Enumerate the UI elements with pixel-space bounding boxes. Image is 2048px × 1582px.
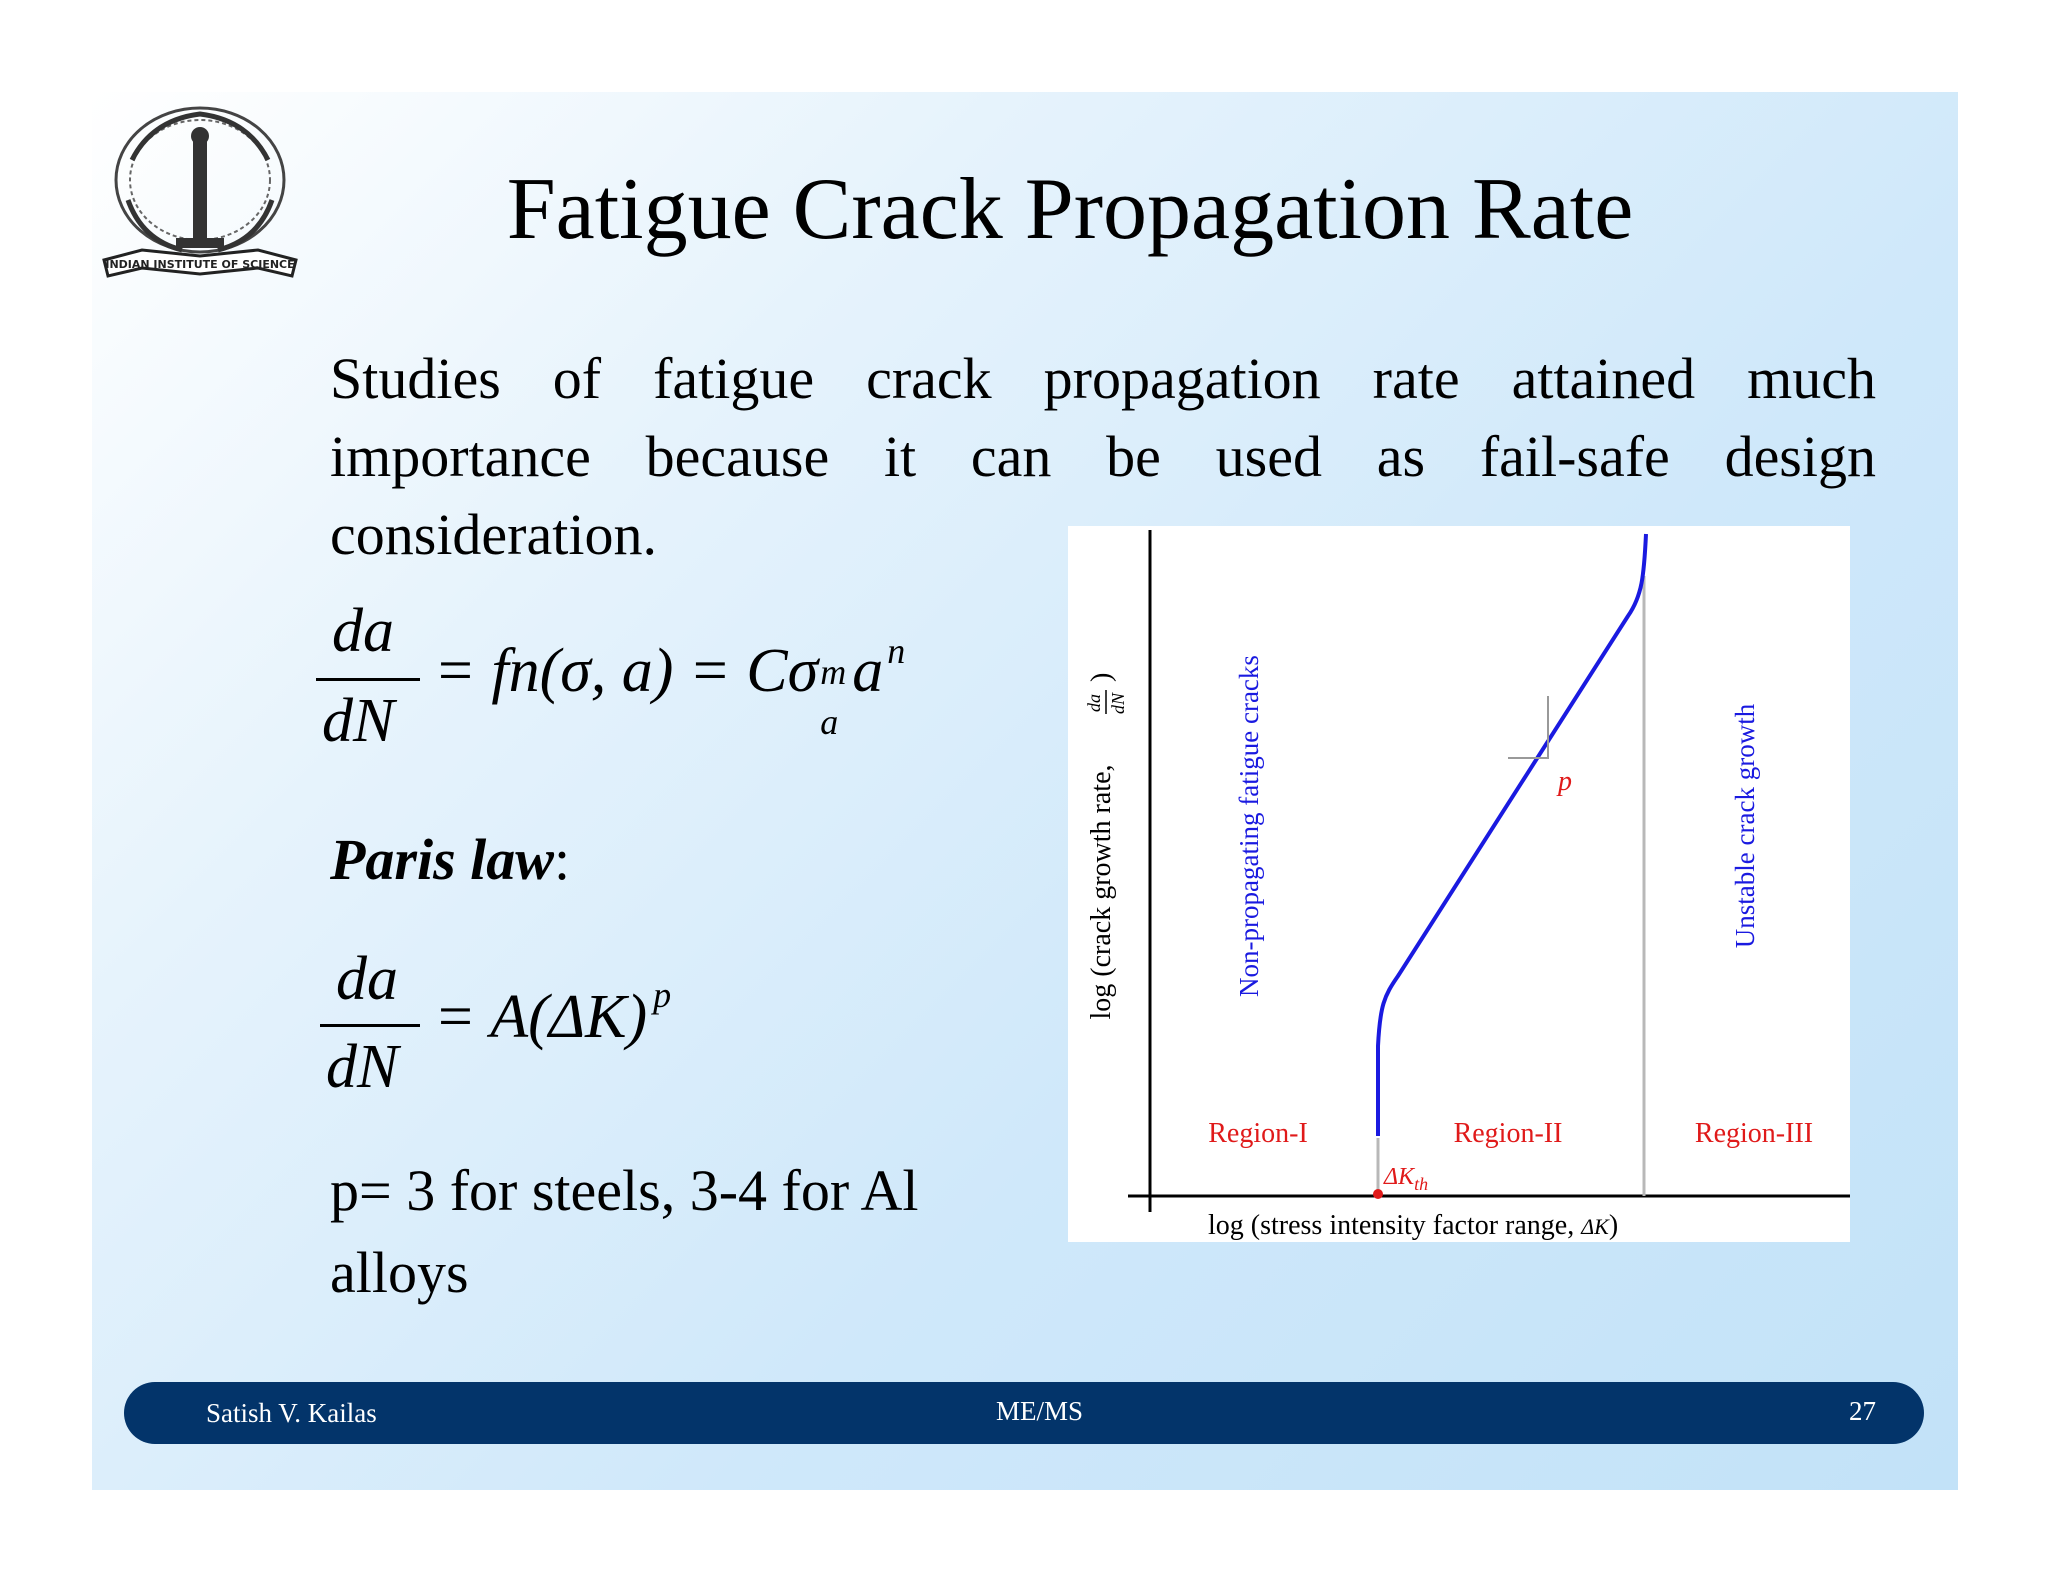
equation1-fraction: da dN	[316, 596, 426, 766]
x-axis-label: log (stress intensity factor range, ΔK)	[1208, 1210, 1618, 1241]
equation2-fraction: da dN	[320, 944, 430, 1114]
word: propagation	[1043, 346, 1321, 411]
y-axis-label-frac-den: dN	[1108, 692, 1128, 714]
nonpropagating-text: Non-propagating fatigue cracks	[1234, 655, 1264, 997]
x-axis-label-text: log (stress intensity factor range,	[1208, 1210, 1581, 1241]
y-axis-label-close: )	[1086, 673, 1117, 682]
unstable-growth-text: Unstable crack growth	[1730, 703, 1760, 948]
slope-triangle	[1508, 696, 1549, 759]
equation1-sup-n: n	[887, 631, 906, 671]
slope-label: p	[1556, 766, 1572, 797]
word: importance	[330, 424, 591, 489]
word: can	[970, 424, 1052, 489]
equation1-rhs: = fn(σ, a) = Cσ m a a n	[434, 631, 905, 742]
paragraph-line-1: Studies of fatigue crack propagation rat…	[330, 340, 1876, 418]
equation1-sup-m: m	[820, 652, 847, 692]
word: of	[552, 346, 602, 411]
y-axis-label-frac-num: da	[1084, 694, 1104, 712]
footer-page-number: 27	[1849, 1396, 1876, 1426]
word: be	[1106, 424, 1161, 489]
equation1-fraction-bar	[316, 678, 420, 681]
equation2-rhs: = A(ΔK) p	[434, 975, 671, 1053]
equation2-numerator: da	[336, 945, 398, 1013]
equation1-rhs-main: = fn(σ, a) = Cσ	[434, 637, 819, 705]
word: Studies	[330, 346, 501, 411]
region3-label: Region-III	[1695, 1118, 1813, 1149]
x-axis-label-close: )	[1609, 1210, 1618, 1241]
word: fatigue	[653, 346, 815, 411]
crack-growth-curve	[1376, 533, 1648, 1136]
word: fail-safe	[1479, 424, 1670, 489]
equation1-a-term: a	[852, 637, 884, 705]
threshold-symbol: ΔK	[1383, 1164, 1416, 1190]
word: much	[1747, 346, 1876, 411]
paragraph-line-3: consideration.	[330, 502, 657, 567]
region1-label: Region-I	[1208, 1118, 1308, 1149]
footer-author: Satish V. Kailas	[206, 1398, 377, 1428]
slide-footer: Satish V. Kailas ME/MS 27	[124, 1382, 1924, 1444]
slide-title: Fatigue Crack Propagation Rate	[506, 161, 1634, 258]
region2-label: Region-II	[1454, 1118, 1563, 1149]
word: it	[883, 424, 917, 489]
equation1-denominator: dN	[322, 687, 395, 755]
equation1-sub-a: a	[820, 702, 839, 742]
word: used	[1215, 424, 1322, 489]
y-axis-label-text: log (crack growth rate,	[1086, 765, 1117, 1020]
crack-growth-chart: p ΔKth Region-I Region-II Region-III Non…	[1068, 526, 1850, 1242]
intro-paragraph: Studies of fatigue crack propagation rat…	[330, 340, 1876, 574]
x-axis-label-symbol: ΔK	[1580, 1214, 1610, 1239]
paragraph-line-2: importance because it can be used as fai…	[330, 418, 1876, 496]
paris-law-colon: :	[554, 827, 571, 892]
y-axis-label: log (crack growth rate, da dN )	[1084, 673, 1128, 1020]
paris-law-heading: Paris law:	[330, 826, 570, 893]
equation2-denominator: dN	[326, 1033, 399, 1101]
footer-department: ME/MS	[996, 1396, 1084, 1426]
paris-law-label: Paris law	[330, 827, 554, 892]
word: attained	[1511, 346, 1696, 411]
word: rate	[1372, 346, 1460, 411]
institute-logo: INDIAN INSTITUTE OF SCIENCE	[102, 106, 298, 278]
threshold-label: ΔKth	[1383, 1164, 1428, 1194]
word: crack	[866, 346, 992, 411]
equation2-sup-p: p	[653, 975, 672, 1015]
equation2-fraction-bar	[320, 1024, 420, 1027]
p-values-note: p= 3 for steels, 3-4 for Al alloys	[330, 1158, 919, 1305]
svg-text:INDIAN INSTITUTE OF SCIENCE: INDIAN INSTITUTE OF SCIENCE	[105, 258, 294, 271]
threshold-point	[1373, 1189, 1383, 1199]
word: design	[1724, 424, 1876, 489]
word: because	[645, 424, 830, 489]
equation2-rhs-main: = A(ΔK)	[434, 983, 648, 1051]
threshold-subscript: th	[1414, 1174, 1428, 1194]
equation1-numerator: da	[332, 597, 394, 665]
word: as	[1376, 424, 1426, 489]
